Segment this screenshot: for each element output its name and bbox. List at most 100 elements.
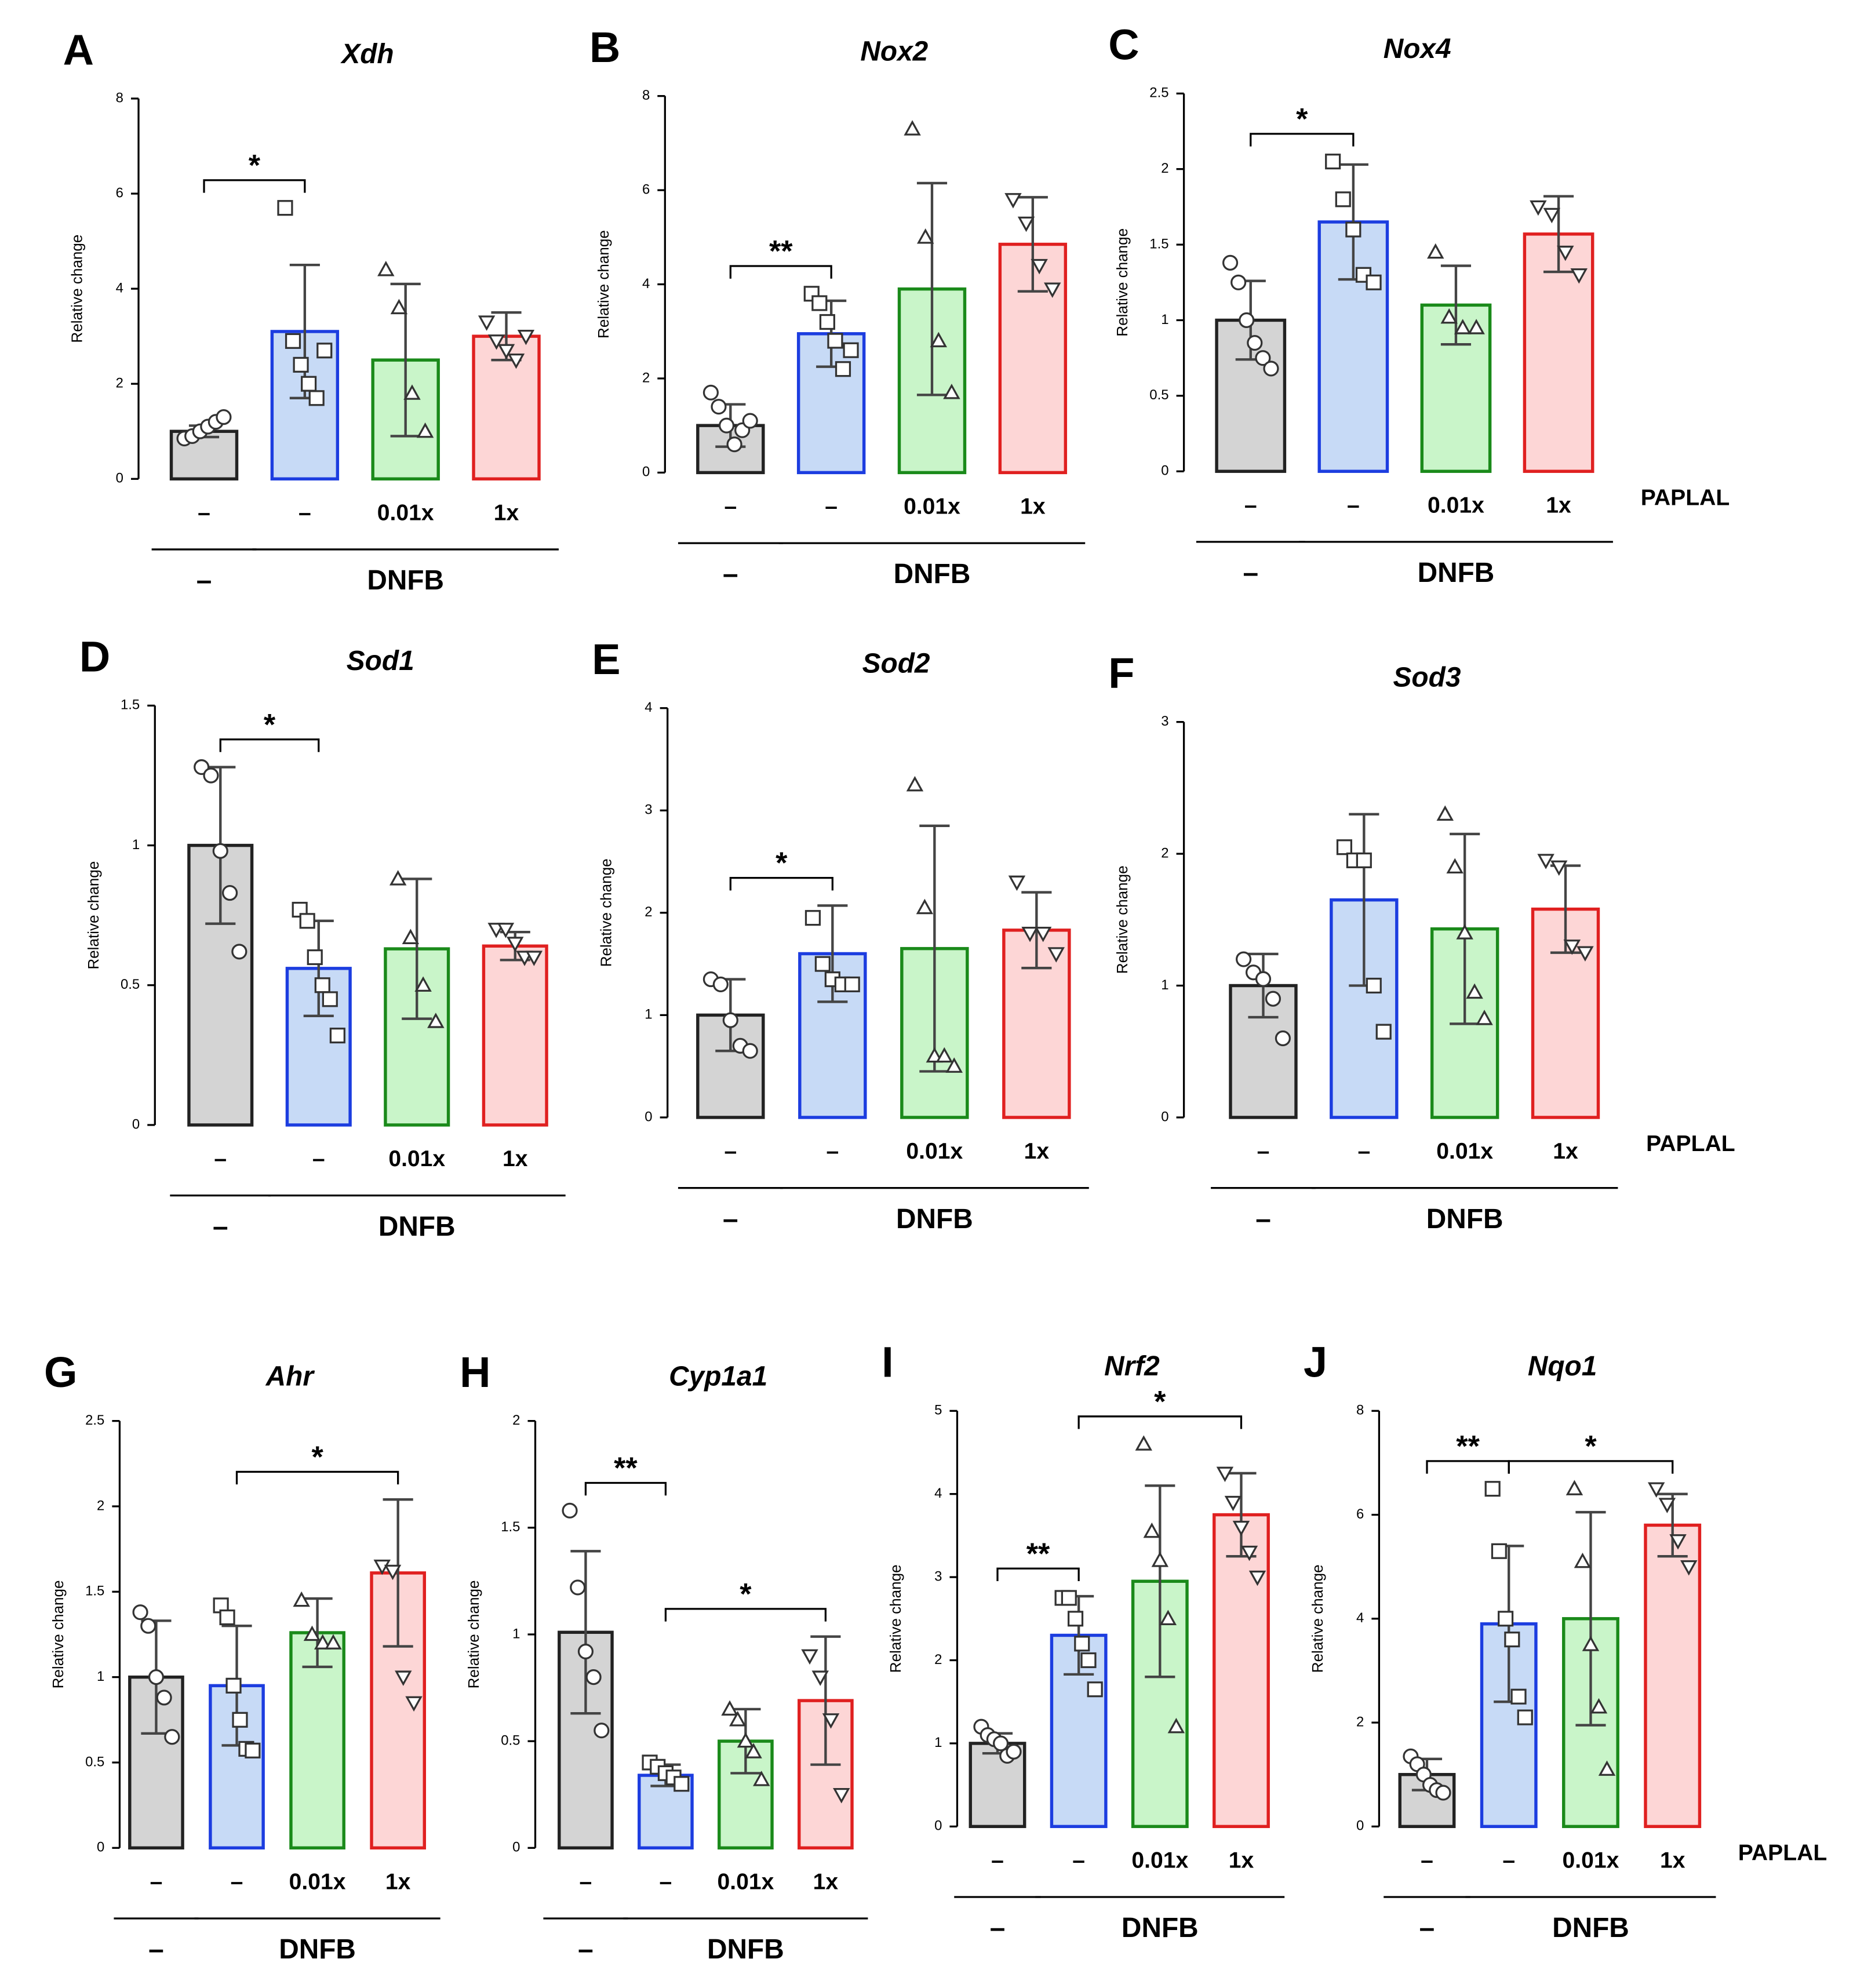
data-point [314,977,330,993]
data-point [745,1743,762,1758]
data-point [225,1677,242,1694]
data-point [389,870,407,886]
significance-bracket [203,179,306,193]
data-point [1017,216,1035,232]
data-point [711,399,727,415]
data-point [1265,991,1282,1007]
y-axis-label: Relative change [1113,865,1131,974]
data-point [570,1579,586,1596]
data-point [993,1735,1009,1752]
category-label: – [660,1869,672,1894]
category-label: – [312,1146,325,1171]
category-label: 0.01x [1436,1139,1493,1164]
y-tick-label: 2.5 [85,1412,104,1428]
y-tick-label: 4 [642,276,650,292]
data-point [1239,312,1255,329]
y-tick-label: 1 [97,1669,104,1684]
chart-title: Xdh [340,39,394,70]
significance-label: * [249,149,261,183]
data-point [1563,940,1581,955]
data-point [1061,1590,1077,1606]
data-point [906,775,924,792]
y-tick-label: 0 [97,1840,104,1855]
y-tick-label: 2 [116,376,123,391]
y-tick-label: 0 [1161,463,1168,479]
chart-title: Nox2 [860,36,928,67]
data-point [1427,243,1444,259]
data-point [819,314,835,330]
category-label: 1x [813,1869,839,1894]
data-point [497,344,515,360]
category-label: – [991,1848,1004,1873]
y-tick-label: 8 [116,90,123,105]
significance-bracket [664,1608,827,1622]
chart-title: Ahr [265,1361,315,1392]
bar [1213,1513,1270,1829]
group-label: DNFB [378,1211,456,1242]
data-point [753,1771,770,1786]
data-point [507,353,525,369]
data-point [742,413,758,429]
category-label: 0.01x [388,1146,445,1171]
significance-label: ** [1026,1537,1050,1571]
category-label: 1x [385,1869,411,1894]
data-point [1366,977,1382,994]
data-point [1031,258,1048,275]
category-label: – [1244,493,1257,518]
data-point [517,329,535,345]
panel-letter: C [1108,21,1139,69]
y-tick-label: 0 [132,1116,140,1132]
data-point [1047,947,1065,963]
group-label: DNFB [1418,558,1495,588]
significance-label: * [1154,1385,1166,1419]
group-label: DNFB [1122,1913,1199,1943]
data-point [245,1742,261,1758]
data-point [277,200,293,216]
data-point [562,1502,578,1519]
group-label: DNFB [896,1204,973,1235]
data-point [497,923,515,938]
data-point [1248,1570,1266,1586]
category-label: 0.01x [377,500,434,525]
data-point [712,976,729,993]
data-point [737,1732,755,1748]
category-label: 0.01x [289,1869,346,1894]
data-point [1669,1534,1687,1550]
y-tick-label: 6 [116,185,123,201]
data-point [811,1670,829,1686]
y-tick-label: 2 [645,904,652,920]
y-tick-label: 1.5 [85,1583,104,1599]
data-point [844,976,860,993]
data-point [673,1776,690,1792]
group-label: – [148,1934,164,1965]
significance-bracket [235,1470,399,1485]
category-label: – [825,494,838,519]
data-point [1044,282,1061,298]
data-point [1484,1481,1501,1497]
data-point [221,885,238,901]
data-point [1275,1030,1291,1047]
y-tick-label: 2 [1356,1714,1364,1730]
data-point [827,333,843,349]
data-point [1582,1636,1600,1651]
data-point [329,1028,345,1044]
data-point [801,1649,818,1665]
data-point [1537,854,1554,869]
chart-title: Sod1 [347,646,414,676]
y-axis-label: Relative change [1309,1564,1326,1673]
data-point [726,436,742,453]
data-point [1080,1652,1097,1669]
data-point [1468,319,1485,334]
data-point [729,1710,747,1727]
data-point [1456,924,1473,940]
category-label: – [1257,1139,1270,1164]
category-label: – [1072,1848,1085,1873]
data-point [1236,951,1252,967]
y-tick-label: 3 [1161,713,1168,729]
group-label: DNFB [279,1934,356,1965]
y-tick-label: 6 [642,181,650,197]
category-label: 1x [1660,1848,1685,1873]
data-point [1440,308,1458,324]
category-label: 0.01x [904,494,960,519]
